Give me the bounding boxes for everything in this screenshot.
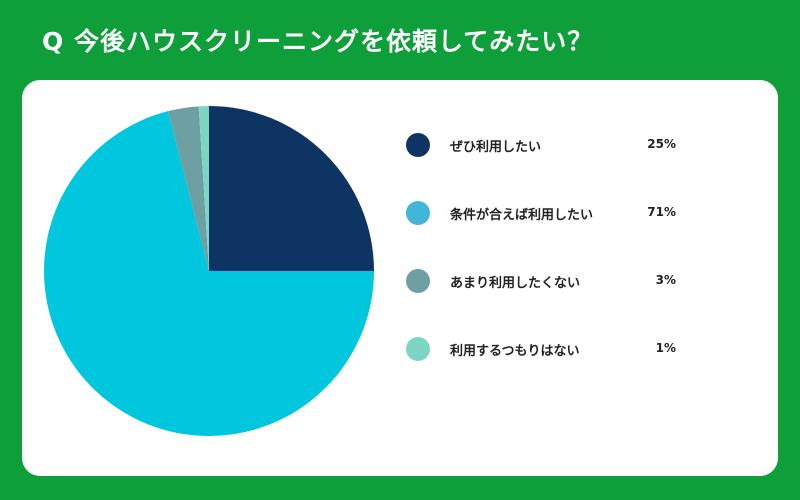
pie-chart	[44, 106, 374, 436]
legend-item: 条件が合えば利用したい 71%	[406, 201, 706, 269]
legend-swatch	[406, 269, 430, 293]
legend-label: ぜひ利用したい	[450, 140, 542, 155]
legend-label: 利用するつもりはない	[450, 344, 580, 359]
pie-slice-1	[209, 106, 374, 271]
legend-item: あまり利用したくない 3%	[406, 269, 706, 337]
pie-slice-2	[44, 111, 374, 436]
legend-swatch	[406, 133, 430, 157]
pie-slice-4	[198, 106, 209, 271]
legend-value: 3%	[655, 273, 676, 287]
legend-swatch	[406, 337, 430, 361]
legend-swatch	[406, 201, 430, 225]
legend-value: 25%	[647, 137, 676, 151]
legend-label: 条件が合えば利用したい	[450, 208, 594, 223]
legend-item: 利用するつもりはない 1%	[406, 337, 706, 405]
page-title: Q 今後ハウスクリーニングを依頼してみたい？	[42, 27, 594, 56]
legend-label: あまり利用したくない	[450, 276, 581, 291]
legend-value: 71%	[647, 205, 676, 219]
chart-card: ぜひ利用したい 25% 条件が合えば利用したい 71% あまり利用したくない 3% 利用する…	[22, 80, 778, 476]
pie-slice-3	[167, 106, 209, 271]
legend-item: ぜひ利用したい 25%	[406, 133, 706, 201]
legend: ぜひ利用したい 25% 条件が合えば利用したい 71% あまり利用したくない 3% 利用する…	[406, 133, 706, 405]
legend-value: 1%	[655, 341, 676, 355]
